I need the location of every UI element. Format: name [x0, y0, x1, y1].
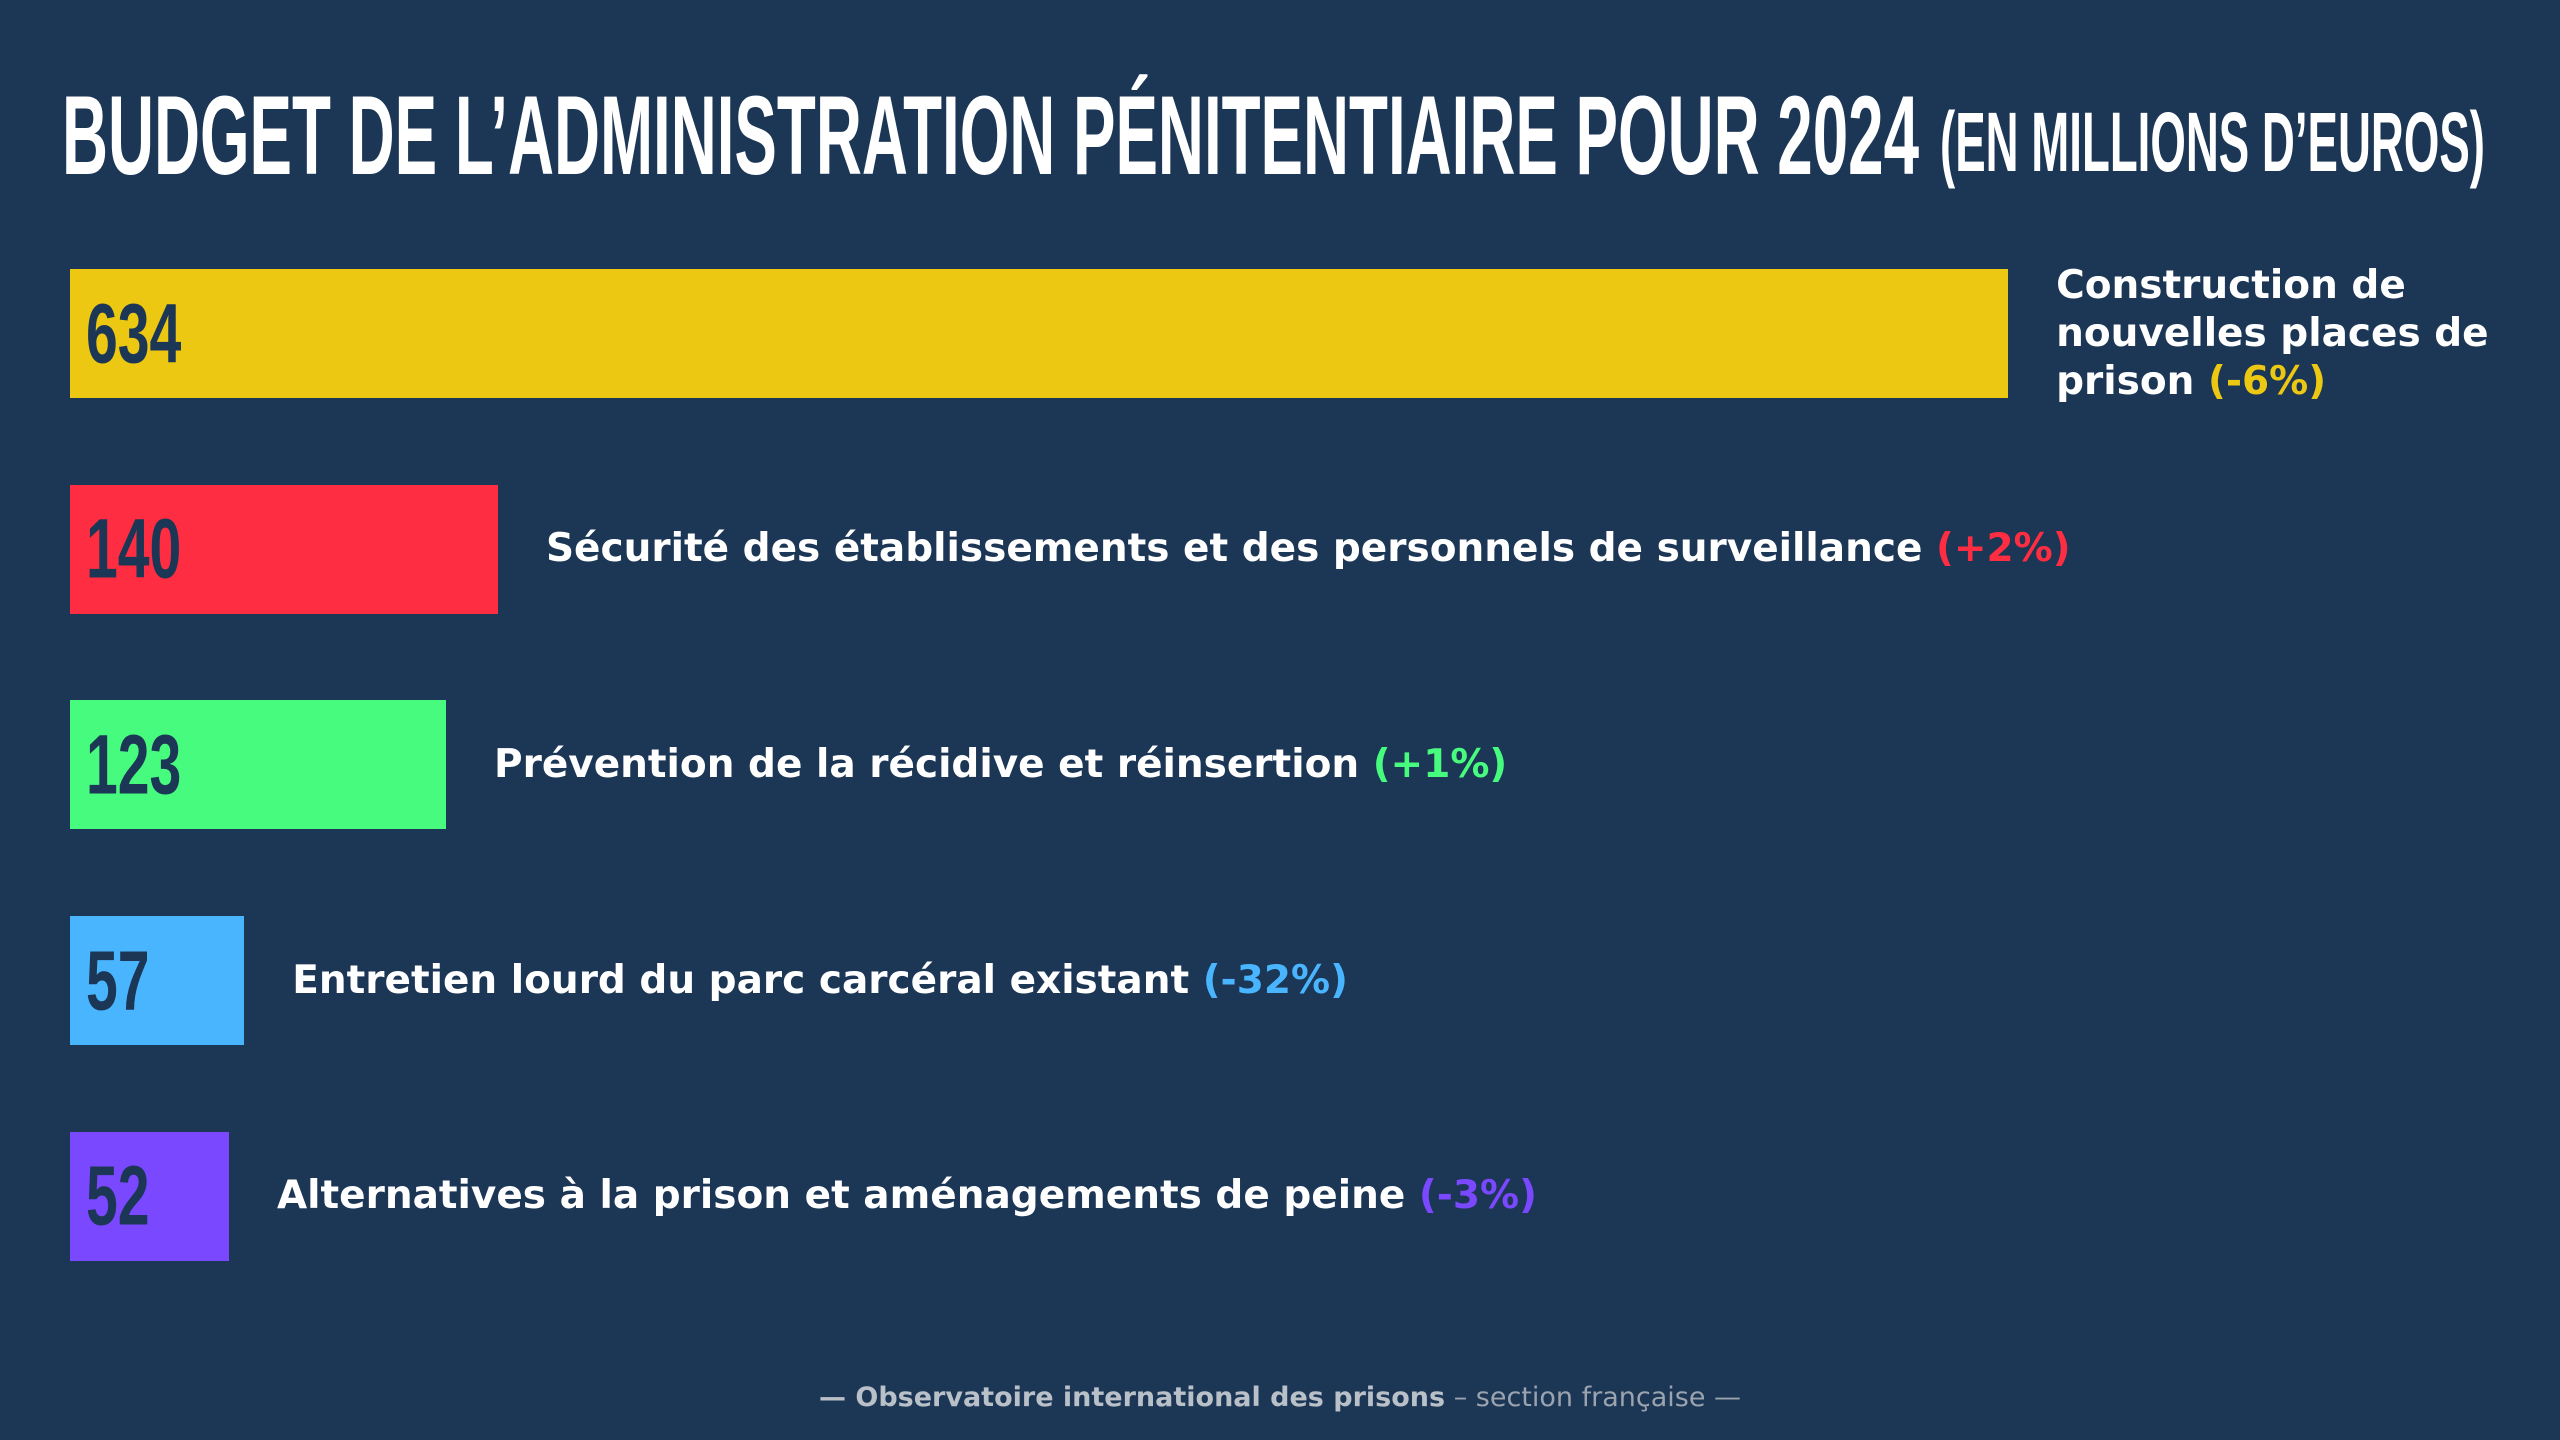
- footer-section: – section française —: [1453, 1382, 1742, 1413]
- category-name: Prévention de la récidive et réinsertion: [494, 741, 1360, 787]
- value-label: 123: [86, 717, 182, 812]
- value-label: 140: [86, 501, 182, 596]
- value-label: 52: [86, 1148, 150, 1243]
- category-name: Sécurité des établissements et des perso…: [545, 526, 1923, 572]
- bar: 634: [70, 269, 2009, 398]
- bar: 52: [70, 1131, 229, 1261]
- change-label: (+2%): [1936, 526, 2071, 572]
- category-label: Entretien lourd du parc carcéral existan…: [292, 957, 1348, 1005]
- category-name: Construction de nouvelles places de pris…: [2056, 262, 2489, 404]
- bar: 140: [70, 484, 498, 614]
- footer-source: — Observatoire international des prisons: [818, 1382, 1446, 1413]
- change-label: (-32%): [1202, 957, 1348, 1003]
- change-label: (+1%): [1372, 741, 1508, 787]
- category-name: Alternatives à la prison et aménagements…: [276, 1173, 1406, 1219]
- footer: — Observatoire international des prisons…: [0, 1382, 2560, 1413]
- category-name: Entretien lourd du parc carcéral existan…: [292, 957, 1190, 1003]
- value-label: 57: [86, 933, 150, 1028]
- bar: 123: [70, 700, 446, 830]
- title-area: BUDGET DE L’ADMINISTRATION PÉNITENTIAIRE…: [62, 73, 2485, 198]
- category-label: Construction de nouvelles places de pris…: [2056, 262, 2530, 406]
- bar: 57: [70, 916, 245, 1046]
- chart-subtitle: (EN MILLIONS D’EUROS): [1940, 95, 2485, 189]
- category-label: Prévention de la récidive et réinsertion…: [494, 741, 1507, 789]
- change-label: (-3%): [1418, 1173, 1537, 1219]
- value-label: 634: [86, 286, 182, 380]
- chart-title: BUDGET DE L’ADMINISTRATION PÉNITENTIAIRE…: [62, 73, 1919, 198]
- category-label: Sécurité des établissements et des perso…: [546, 525, 2071, 573]
- category-label: Alternatives à la prison et aménagements…: [277, 1172, 1537, 1220]
- change-label: (-6%): [2208, 358, 2327, 404]
